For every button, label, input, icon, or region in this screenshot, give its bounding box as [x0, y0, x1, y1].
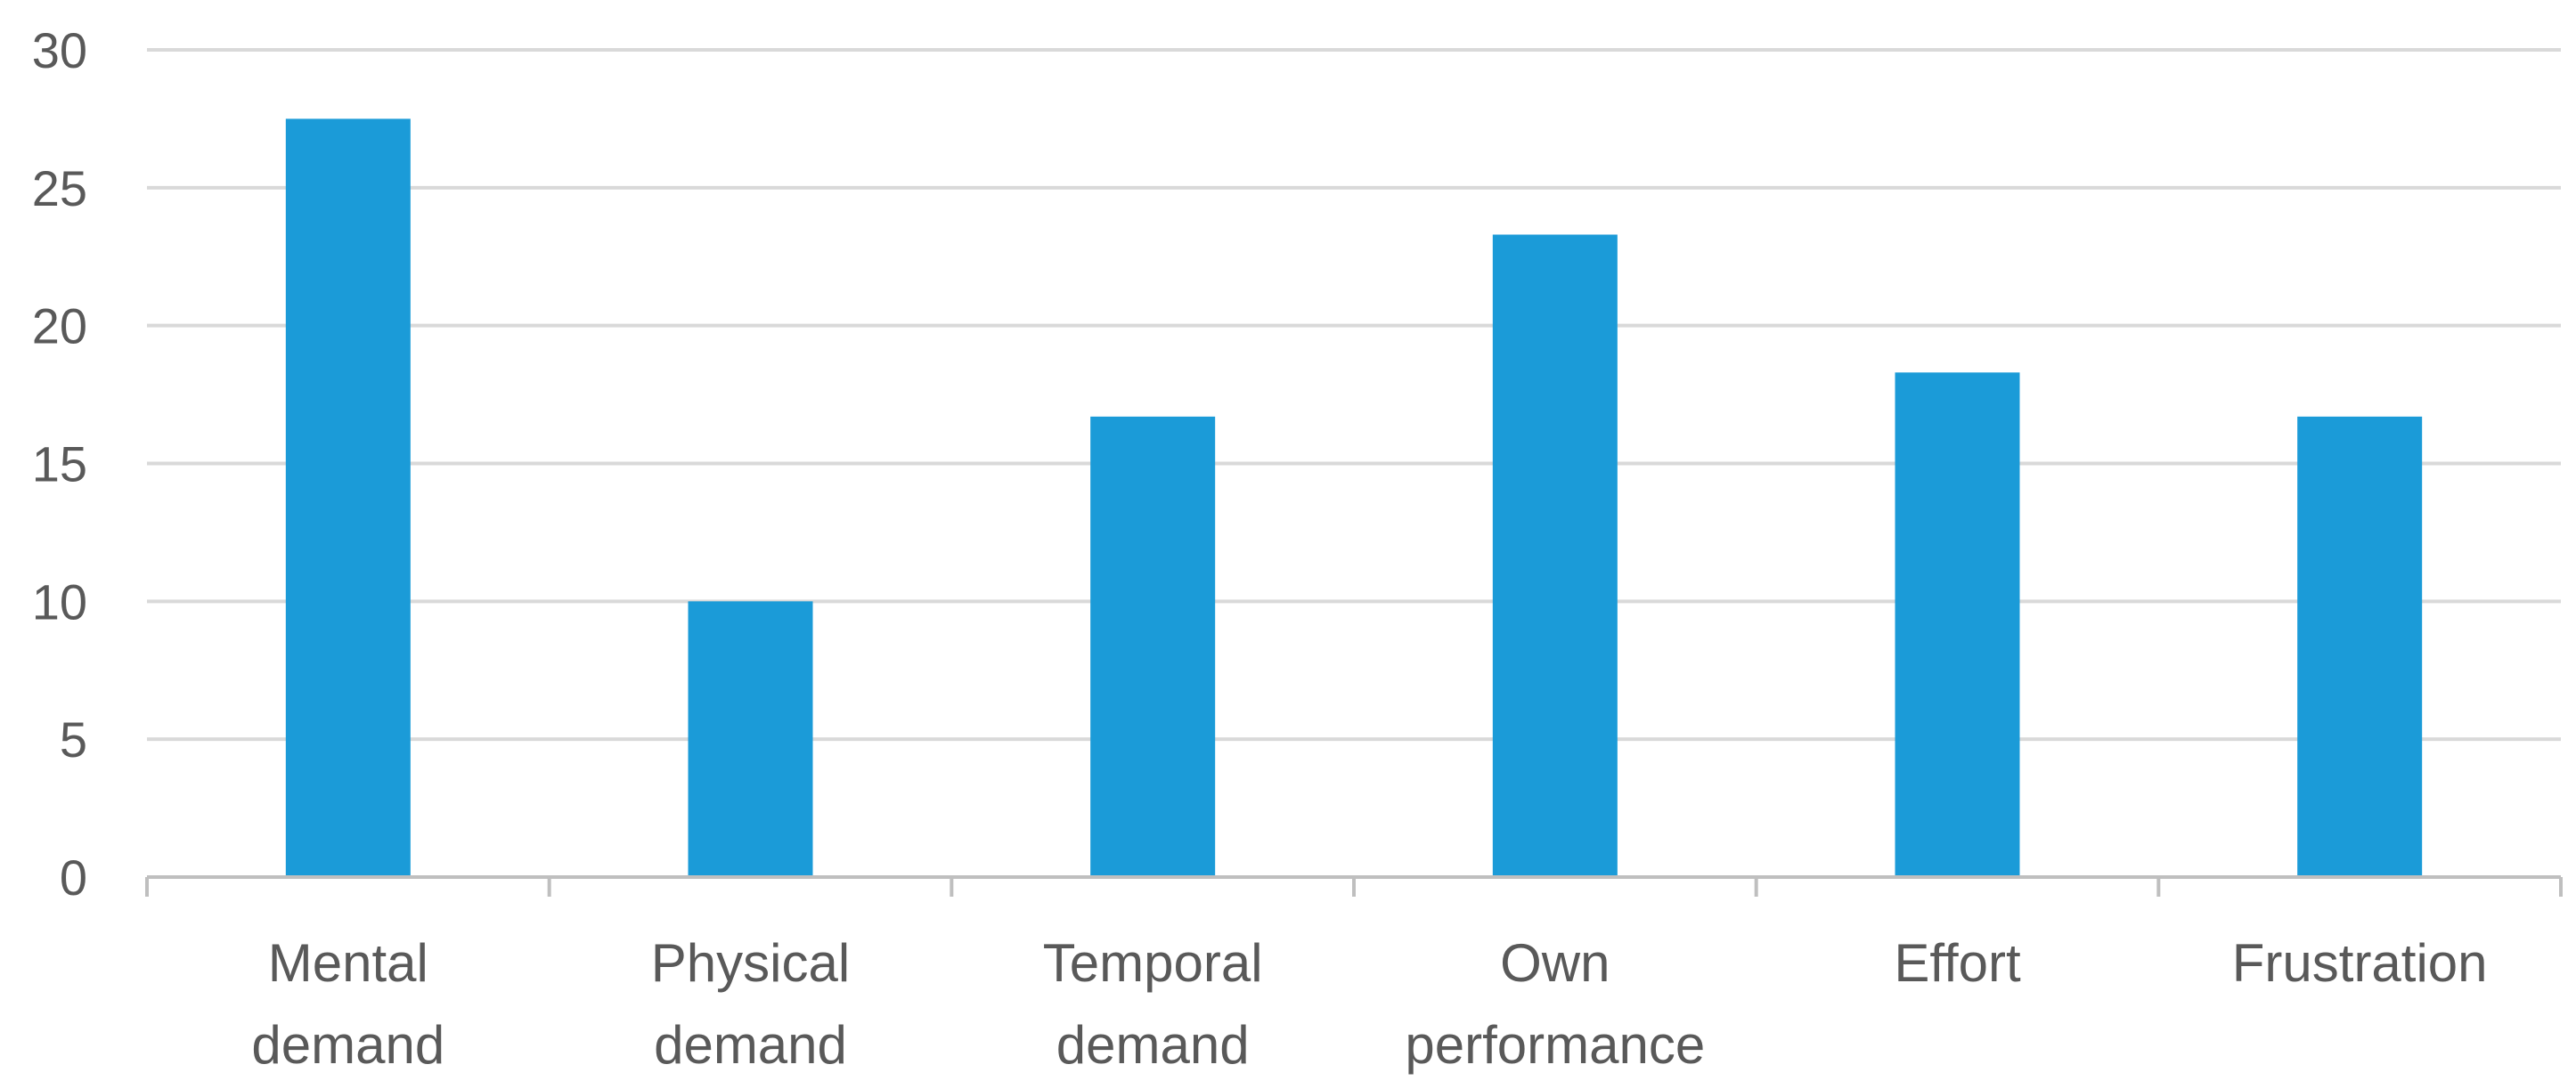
x-category-label-physical-demand: Physical demand	[651, 933, 850, 1075]
y-tick-label-20: 20	[32, 298, 87, 354]
bars	[285, 118, 2423, 877]
y-tick-label-30: 30	[32, 22, 87, 78]
x-category-label-mental-demand: Mental demand	[251, 933, 444, 1075]
x-category-label-line: Own	[1500, 933, 1610, 993]
x-category-label-line: demand	[654, 1015, 847, 1075]
y-tick-label-25: 25	[32, 160, 87, 216]
y-tick-label-10: 10	[32, 573, 87, 630]
x-category-label-line: Physical	[651, 933, 850, 993]
x-category-label-line: demand	[1056, 1015, 1250, 1075]
x-category-label-line: Effort	[1894, 933, 2021, 993]
x-category-label-line: Frustration	[2232, 933, 2488, 993]
bar-effort	[1895, 372, 2020, 877]
y-axis-tick-labels: 0 5 10 15 20 25 30	[32, 22, 87, 906]
x-category-label-own-performance: Own performance	[1405, 933, 1705, 1075]
bar-frustration	[2297, 416, 2423, 877]
x-category-label-temporal-demand: Temporal demand	[1043, 933, 1263, 1075]
bar-physical-demand	[688, 601, 813, 877]
x-axis-category-labels: Mental demand Physical demand Temporal demand…	[251, 933, 2487, 1075]
x-category-label-line: Temporal	[1043, 933, 1263, 993]
y-tick-label-0: 0	[60, 849, 87, 906]
gridlines	[147, 48, 2561, 742]
x-category-label-effort: Effort	[1894, 933, 2021, 993]
x-axis	[145, 875, 2563, 897]
bar-mental-demand	[285, 118, 411, 877]
y-tick-label-15: 15	[32, 436, 87, 492]
x-category-label-line: demand	[251, 1015, 444, 1075]
x-category-label-line: Mental	[268, 933, 428, 993]
bar-own-performance	[1492, 234, 1618, 877]
x-category-label-line: performance	[1405, 1015, 1705, 1075]
x-category-label-frustration: Frustration	[2232, 933, 2488, 993]
y-tick-label-5: 5	[60, 711, 87, 768]
bar-temporal-demand	[1090, 416, 1216, 877]
